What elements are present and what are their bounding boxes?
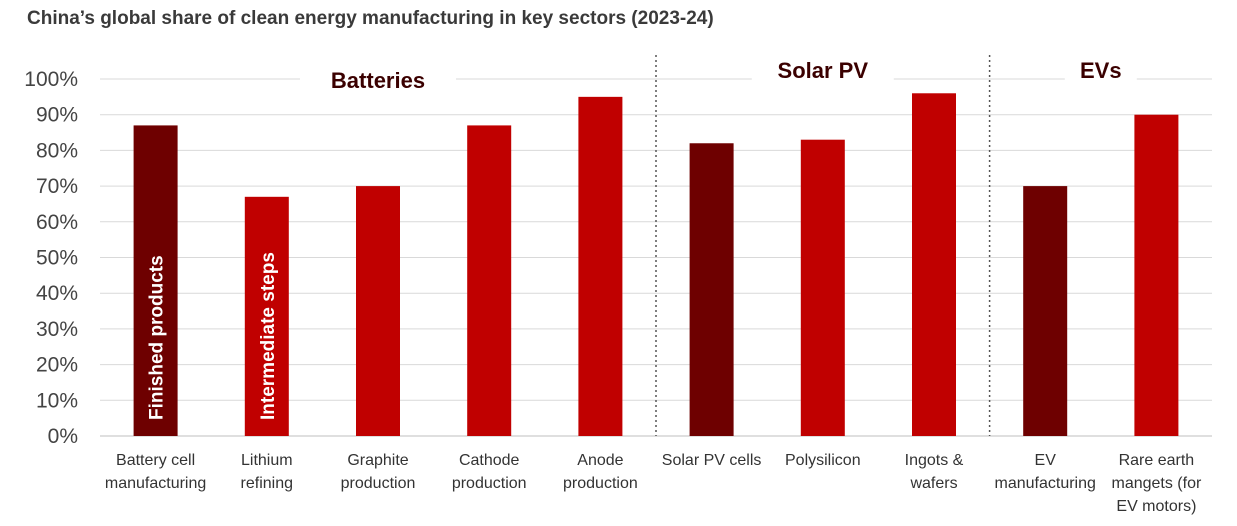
x-category-label: Graphite production xyxy=(341,452,416,492)
y-tick-label: 80% xyxy=(36,139,78,162)
x-category-label-line: production xyxy=(563,475,638,492)
bar xyxy=(1023,186,1068,436)
bar xyxy=(689,143,734,436)
x-category-label: EV manufacturing xyxy=(995,452,1096,492)
x-category-label: Solar PV cells xyxy=(662,452,762,469)
group-label: Batteries xyxy=(331,68,425,93)
x-category-label-line: Solar PV cells xyxy=(662,452,762,469)
x-category-label-line: EV motors) xyxy=(1116,498,1196,515)
x-category-label-line: wafers xyxy=(909,475,957,492)
x-category-label-line: Cathode xyxy=(459,452,520,469)
group-label-background xyxy=(1064,54,1137,86)
x-category-label: Anode production xyxy=(563,452,638,492)
bar-label: Finished products xyxy=(147,255,168,420)
bar xyxy=(1134,114,1179,436)
x-category-label-line: Battery cell xyxy=(116,452,195,469)
y-tick-label: 70% xyxy=(36,175,78,198)
x-category-label: Battery cell manufacturing xyxy=(105,452,206,492)
bar xyxy=(133,125,178,436)
x-category-label-line: EV xyxy=(1035,452,1057,469)
x-category-label-line: manufacturing xyxy=(995,475,1096,492)
bar xyxy=(578,96,623,436)
x-category-label: Ingots & wafers xyxy=(905,452,964,492)
chart-title: China’s global share of clean energy man… xyxy=(27,8,714,29)
x-category-label-line: production xyxy=(452,475,527,492)
x-category-label: Lithium refining xyxy=(241,452,293,492)
x-category-label-line: mangets (for xyxy=(1111,475,1201,492)
x-category-label-line: Ingots & xyxy=(905,452,964,469)
y-tick-label: 90% xyxy=(36,104,78,127)
bar xyxy=(356,186,400,436)
x-category-label-line: Anode xyxy=(577,452,623,469)
y-tick-label: 50% xyxy=(36,247,78,270)
y-tick-label: 0% xyxy=(48,425,78,448)
bar xyxy=(244,196,289,436)
y-tick-label: 10% xyxy=(36,389,78,412)
y-tick-label: 100% xyxy=(24,68,78,91)
group-label-background xyxy=(751,54,894,86)
y-tick-label: 20% xyxy=(36,354,78,377)
x-category-label-line: Lithium xyxy=(241,452,293,469)
x-category-label-line: refining xyxy=(241,475,293,492)
group-label: EVs xyxy=(1080,58,1122,83)
x-category-label: Rare earth mangets (for EV motors) xyxy=(1111,452,1201,515)
y-tick-label: 30% xyxy=(36,318,78,341)
bar xyxy=(800,139,845,436)
bar xyxy=(912,93,956,436)
x-category-label-line: Graphite xyxy=(347,452,408,469)
x-category-label-line: Polysilicon xyxy=(785,452,861,469)
x-category-label-line: Rare earth xyxy=(1119,452,1195,469)
x-category-label: Cathode production xyxy=(452,452,527,492)
x-category-label-line: manufacturing xyxy=(105,475,206,492)
bar xyxy=(467,125,512,436)
y-tick-label: 60% xyxy=(36,211,78,234)
y-tick-label: 40% xyxy=(36,282,78,305)
group-label-background xyxy=(300,64,456,96)
group-label: Solar PV xyxy=(778,58,869,83)
x-category-label: Polysilicon xyxy=(785,452,861,469)
bar-label: Intermediate steps xyxy=(258,252,279,420)
x-category-label-line: production xyxy=(341,475,416,492)
